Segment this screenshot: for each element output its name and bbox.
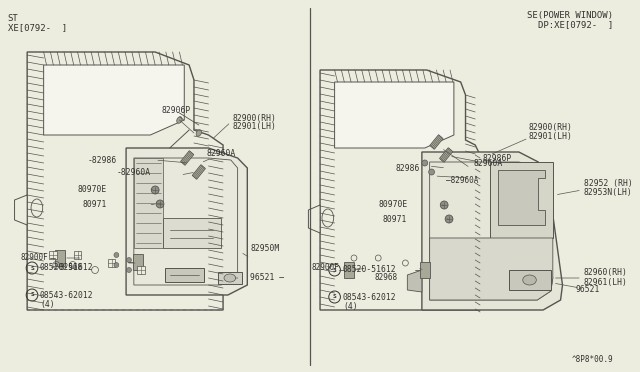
Polygon shape [180, 151, 194, 165]
Polygon shape [126, 148, 247, 295]
Text: SE(POWER WINDOW): SE(POWER WINDOW) [527, 10, 613, 19]
Text: 82952 (RH): 82952 (RH) [584, 179, 632, 187]
Polygon shape [344, 262, 354, 278]
Text: 82900(RH): 82900(RH) [233, 113, 276, 122]
Circle shape [422, 160, 428, 166]
Circle shape [127, 257, 131, 263]
Text: 82906P: 82906P [162, 106, 191, 115]
Text: 08543-62012: 08543-62012 [40, 291, 93, 299]
Text: 82960A: 82960A [474, 158, 502, 167]
Polygon shape [218, 272, 243, 284]
Text: 82953N(LH): 82953N(LH) [584, 187, 632, 196]
Text: 82900F: 82900F [20, 253, 49, 263]
Polygon shape [429, 238, 553, 300]
Text: S: S [30, 266, 34, 270]
Polygon shape [407, 270, 422, 292]
Ellipse shape [196, 130, 202, 136]
Circle shape [440, 201, 448, 209]
Circle shape [151, 186, 159, 194]
Text: 08543-62012: 08543-62012 [342, 292, 396, 301]
Polygon shape [108, 259, 115, 267]
Circle shape [114, 263, 119, 267]
Text: XE[0792-  ]: XE[0792- ] [8, 23, 67, 32]
Polygon shape [137, 266, 145, 274]
Polygon shape [49, 251, 57, 259]
Ellipse shape [224, 274, 236, 282]
Polygon shape [165, 268, 204, 282]
Polygon shape [509, 270, 551, 290]
Text: —82960A: —82960A [446, 176, 479, 185]
Polygon shape [490, 162, 553, 238]
Ellipse shape [177, 117, 182, 123]
Text: 82960(RH): 82960(RH) [584, 269, 628, 278]
Polygon shape [192, 165, 205, 179]
Ellipse shape [523, 275, 536, 285]
Text: (4): (4) [41, 301, 55, 310]
Text: 82901(LH): 82901(LH) [529, 131, 572, 141]
Polygon shape [430, 135, 443, 149]
Circle shape [127, 267, 131, 273]
Text: S: S [30, 292, 34, 298]
Text: -82986: -82986 [87, 155, 116, 164]
Text: ^8P8*00.9: ^8P8*00.9 [572, 356, 613, 365]
Text: 82900F: 82900F [312, 263, 339, 273]
Polygon shape [420, 262, 429, 278]
Text: 82900(RH): 82900(RH) [529, 122, 572, 131]
Text: S: S [333, 295, 337, 299]
Text: ST: ST [8, 13, 19, 22]
Text: 82986: 82986 [396, 164, 420, 173]
Polygon shape [55, 250, 65, 266]
Polygon shape [308, 205, 320, 233]
Circle shape [156, 200, 164, 208]
Text: 82968: 82968 [374, 273, 397, 282]
Text: DP:XE[0792-  ]: DP:XE[0792- ] [538, 20, 613, 29]
Text: 82901(LH): 82901(LH) [233, 122, 276, 131]
Polygon shape [27, 52, 223, 310]
Text: 82968: 82968 [60, 263, 83, 273]
Text: 82950M: 82950M [250, 244, 280, 253]
Text: 80970E: 80970E [77, 185, 107, 193]
Polygon shape [440, 148, 452, 162]
Text: 82961(LH): 82961(LH) [584, 278, 628, 286]
Text: 96521 —: 96521 — [250, 273, 284, 282]
Polygon shape [497, 170, 545, 225]
Circle shape [445, 215, 453, 223]
Polygon shape [320, 70, 480, 310]
Polygon shape [422, 152, 563, 310]
Text: 96521: 96521 [575, 285, 600, 295]
Text: (4): (4) [343, 302, 358, 311]
Polygon shape [74, 251, 81, 259]
Text: 80971: 80971 [383, 215, 407, 224]
Polygon shape [44, 65, 184, 135]
Text: S: S [333, 267, 337, 273]
Circle shape [429, 169, 435, 175]
Polygon shape [163, 218, 221, 248]
Polygon shape [335, 82, 454, 148]
Polygon shape [134, 158, 163, 248]
Circle shape [114, 253, 119, 257]
Text: 08520-51612: 08520-51612 [40, 263, 93, 273]
Text: 08520-51612: 08520-51612 [342, 266, 396, 275]
Text: -82960A: -82960A [116, 167, 150, 176]
Polygon shape [133, 254, 143, 270]
Text: 82986P: 82986P [483, 154, 512, 163]
Text: 80970E: 80970E [378, 199, 407, 208]
Text: 80971: 80971 [83, 199, 107, 208]
Text: 82960A: 82960A [207, 148, 236, 157]
Polygon shape [15, 195, 27, 225]
